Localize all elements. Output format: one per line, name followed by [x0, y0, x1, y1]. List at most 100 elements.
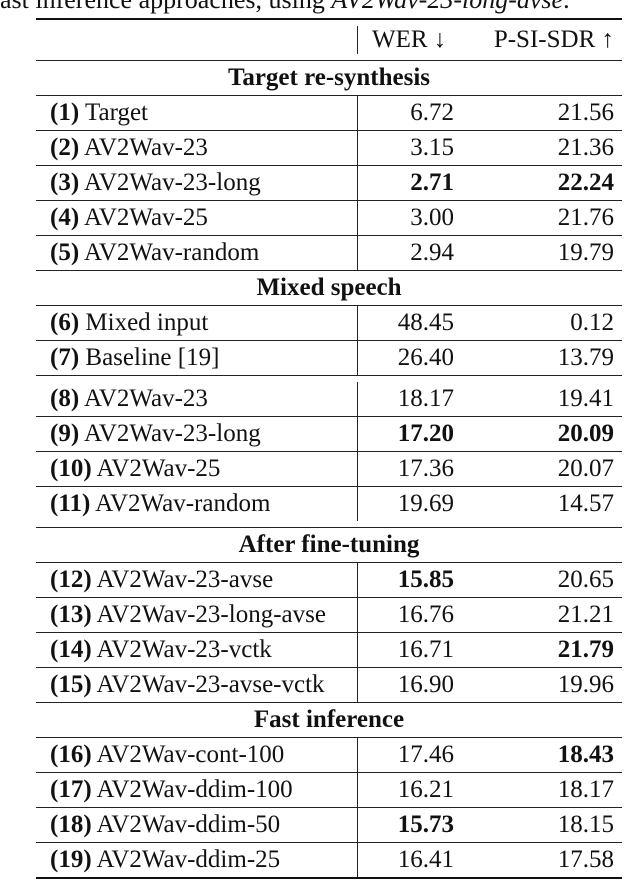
method-cell: (6) Mixed input [50, 306, 208, 340]
bottom-rule [36, 877, 622, 879]
row-rule [36, 451, 622, 452]
section-rule [36, 737, 622, 738]
table-row: (11) AV2Wav-random 19.69 14.57 [36, 487, 622, 521]
method-name: Baseline [19] [85, 344, 220, 371]
wer-cell: 16.76 [397, 601, 454, 628]
method-cell: (13) AV2Wav-23-long-avse [50, 598, 326, 632]
method-name: AV2Wav-25 [96, 455, 221, 482]
row-rule [36, 235, 622, 236]
column-divider [357, 808, 358, 842]
table-row: (15) AV2Wav-23-avse-vctk 16.90 19.96 [36, 668, 622, 702]
table-row: (2) AV2Wav-23 3.15 21.36 [36, 131, 622, 165]
psisdr-cell: 19.96 [557, 671, 614, 698]
table-row: (6) Mixed input 48.45 0.12 [36, 306, 622, 340]
column-divider [357, 417, 358, 451]
section-body: (16) AV2Wav-cont-100 17.46 18.43 (17) AV2Wa… [36, 738, 622, 877]
wer-cell: 16.90 [397, 671, 454, 698]
method-name: AV2Wav-ddim-25 [96, 846, 281, 873]
row-number: (13) [50, 601, 92, 628]
column-divider [357, 96, 358, 130]
method-cell: (2) AV2Wav-23 [50, 131, 208, 165]
psisdr-cell: 21.21 [557, 601, 614, 628]
column-divider [357, 773, 358, 807]
psisdr-cell: 19.79 [557, 239, 614, 266]
method-name: AV2Wav-random [95, 490, 271, 517]
table-row: (16) AV2Wav-cont-100 17.46 18.43 [36, 738, 622, 772]
column-divider [357, 563, 358, 597]
method-cell: (8) AV2Wav-23 [50, 382, 208, 416]
table-row: (8) AV2Wav-23 18.17 19.41 [36, 382, 622, 416]
method-name: Mixed input [85, 309, 209, 336]
method-name: AV2Wav-ddim-100 [96, 776, 293, 803]
group-rule [36, 375, 622, 376]
wer-cell: 16.71 [397, 636, 454, 663]
column-divider [357, 668, 358, 702]
header-rule [36, 60, 622, 61]
method-cell: (15) AV2Wav-23-avse-vctk [50, 668, 325, 702]
method-cell: (17) AV2Wav-ddim-100 [50, 773, 293, 807]
wer-cell: 19.69 [397, 490, 454, 517]
table-row: (18) AV2Wav-ddim-50 15.73 18.15 [36, 808, 622, 842]
table-row: (4) AV2Wav-25 3.00 21.76 [36, 201, 622, 235]
section-body: (1) Target 6.72 21.56 (2) AV2Wav-23 3.15 21.3… [36, 96, 622, 270]
table-row: (3) AV2Wav-23-long 2.71 22.24 [36, 166, 622, 200]
psisdr-cell: 19.41 [557, 385, 614, 412]
table-row: (1) Target 6.72 21.56 [36, 96, 622, 130]
wer-cell: 15.85 [397, 566, 454, 593]
header-wer: WER ↓ [372, 26, 447, 53]
table-row: (13) AV2Wav-23-long-avse 16.76 21.21 [36, 598, 622, 632]
section-body: (6) Mixed input 48.45 0.12 (7) Baseline [19… [36, 306, 622, 375]
wer-cell: 18.17 [397, 385, 454, 412]
method-cell: (9) AV2Wav-23-long [50, 417, 261, 451]
row-rule [36, 340, 622, 341]
row-number: (8) [50, 385, 80, 412]
wer-cell: 2.94 [410, 239, 454, 266]
psisdr-cell: 21.76 [557, 204, 614, 231]
section-rule [36, 527, 622, 528]
wer-cell: 3.15 [410, 134, 454, 161]
section-rule [36, 702, 622, 703]
row-number: (14) [50, 636, 92, 663]
psisdr-cell: 21.36 [557, 134, 614, 161]
row-number: (17) [50, 776, 92, 803]
wer-cell: 6.72 [410, 99, 454, 126]
caption-model-name: AV2Wav-23-long-avse [331, 0, 563, 14]
method-name: AV2Wav-23 [84, 134, 208, 161]
row-rule [36, 416, 622, 417]
row-number: (3) [50, 169, 80, 196]
section-rule [36, 305, 622, 306]
caption-prefix: ast inference approaches, using [0, 0, 331, 14]
results-table: WER ↓ P-SI-SDR ↑ Target re-synthesis (1)… [36, 18, 622, 879]
top-rule [36, 18, 622, 20]
column-divider [357, 452, 358, 486]
row-number: (19) [50, 846, 92, 873]
column-divider [357, 236, 358, 270]
psisdr-cell: 18.43 [557, 741, 614, 768]
wer-cell: 17.20 [397, 420, 454, 447]
column-divider [357, 633, 358, 667]
row-number: (18) [50, 811, 92, 838]
column-divider [357, 341, 358, 375]
wer-cell: 2.71 [410, 169, 454, 196]
table-row: (19) AV2Wav-ddim-25 16.41 17.58 [36, 843, 622, 877]
method-name: AV2Wav-23-avse [96, 566, 274, 593]
column-divider [357, 166, 358, 200]
method-name: Target [84, 99, 149, 126]
method-cell: (14) AV2Wav-23-vctk [50, 633, 272, 667]
psisdr-cell: 17.58 [557, 846, 614, 873]
row-number: (4) [50, 204, 80, 231]
row-rule [36, 632, 622, 633]
section-rule [36, 562, 622, 563]
row-number: (12) [50, 566, 92, 593]
psisdr-cell: 0.12 [570, 309, 614, 336]
row-rule [36, 165, 622, 166]
section-title: Fast inference [253, 706, 405, 733]
psisdr-cell: 22.24 [557, 169, 614, 196]
psisdr-cell: 20.65 [557, 566, 614, 593]
method-name: AV2Wav-random [84, 239, 260, 266]
column-divider [357, 131, 358, 165]
header-row: WER ↓ P-SI-SDR ↑ [36, 20, 622, 60]
method-cell: (16) AV2Wav-cont-100 [50, 738, 284, 772]
row-rule [36, 200, 622, 201]
table-row: (12) AV2Wav-23-avse 15.85 20.65 [36, 563, 622, 597]
